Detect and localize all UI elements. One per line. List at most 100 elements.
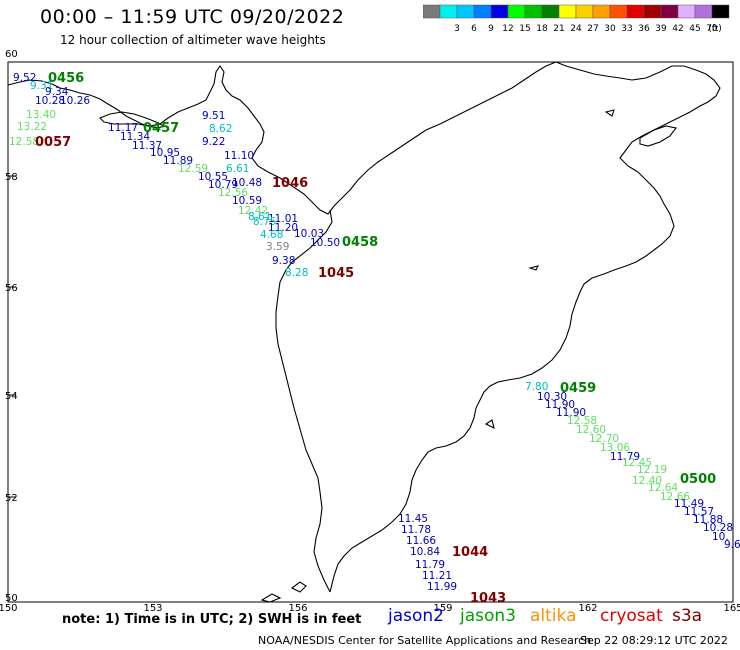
wave-height-label: 10.59	[232, 195, 262, 207]
wave-height-label: 10.79	[208, 179, 238, 191]
kamchatka-east-coast	[329, 61, 721, 593]
wave-height-label: 10.03	[294, 228, 324, 240]
wave-height-label: 9.38	[272, 255, 295, 267]
wave-height-label: 12.70	[589, 433, 619, 445]
wave-height-label: 13.22	[17, 121, 47, 133]
wave-height-label: 6.61	[226, 163, 249, 175]
latitude-label: 60	[5, 49, 18, 60]
map-frame	[7, 61, 734, 603]
wave-height-label: 11.79	[415, 559, 445, 571]
satellite-s3a: s3a	[672, 606, 703, 626]
latitude-label: 50	[5, 593, 18, 604]
scale-label: 36	[638, 24, 650, 34]
wave-height-label: 3.59	[266, 241, 289, 253]
wave-height-label: 12.64	[648, 482, 678, 494]
scale-label: 15	[519, 24, 530, 34]
wave-height-label: 11.88	[693, 514, 723, 526]
wave-height-label: 12.42	[238, 205, 268, 217]
scale-label: 12	[502, 24, 513, 34]
wave-height-label: 9.22	[202, 136, 225, 148]
scale-label: 45	[689, 24, 700, 34]
wave-height-label: 12.60	[576, 424, 606, 436]
wave-height-label: 11.66	[406, 535, 436, 547]
wave-height-label: 10.50	[310, 237, 340, 249]
pass-time-label: 0458	[342, 235, 378, 250]
latitude-label: 52	[5, 493, 18, 504]
scale-unit-label: (ft)	[708, 24, 722, 34]
wave-height-label: 8.75	[253, 216, 276, 228]
latitude-label: 58	[5, 172, 18, 183]
wave-height-label: 12.58	[567, 415, 597, 427]
wave-height-label: 10.28	[703, 522, 733, 534]
scale-label: 24	[570, 24, 582, 34]
wave-height-label: 11.17	[108, 122, 138, 134]
wave-height-label: 11.34	[120, 131, 150, 143]
wave-height-label: 10.	[712, 531, 729, 543]
scale-label: 6	[471, 24, 477, 34]
scale-label: 3	[454, 24, 460, 34]
longitude-label: 162	[578, 603, 597, 614]
islet-1	[528, 265, 540, 271]
page-title: 00:00 – 11:59 UTC 09/20/2022	[40, 6, 345, 28]
wave-height-label: 9.52	[13, 72, 36, 84]
wave-height-label: 8.28	[285, 267, 308, 279]
longitude-label: 153	[143, 603, 162, 614]
wave-height-label: 10.26	[60, 95, 90, 107]
wave-height-label: 13.40	[26, 109, 56, 121]
pass-time-label: 0456	[48, 71, 84, 86]
page-subtitle: 12 hour collection of altimeter wave hei…	[60, 33, 326, 47]
wave-height-label: 11.20	[268, 222, 298, 234]
north-coastline	[7, 61, 557, 215]
pass-time-label: 1046	[272, 176, 308, 191]
wave-height-label: 11.89	[163, 155, 193, 167]
satellite-cryosat: cryosat	[600, 606, 663, 626]
wave-height-label: 8.62	[209, 123, 232, 135]
wave-height-label: 4.68	[260, 229, 283, 241]
wave-height-label: 9.51	[202, 110, 225, 122]
longitude-label: 156	[288, 603, 307, 614]
scale-swatch	[711, 4, 730, 19]
latitude-label: 54	[5, 391, 18, 402]
wave-height-label: 12.66	[660, 491, 690, 503]
color-scale-legend: 3 6 9 12 15 18 21 24 27 30 33 36 39 42 45 70(ft)	[423, 4, 730, 34]
wave-height-label: 11.90	[556, 407, 586, 419]
pass-time-label: 0457	[143, 121, 179, 136]
wave-height-label: 10.84	[410, 546, 440, 558]
footer-timestamp: Sep 22 08:29:12 UTC 2022	[580, 634, 728, 647]
pass-time-labels: 0456 0057 0457 1046 0458 1045 0459 0500 1044 1043	[35, 71, 716, 606]
scale-label: 70	[706, 24, 718, 34]
pass-time-label: 0459	[560, 381, 596, 396]
pass-time-label: 1043	[470, 591, 506, 606]
wave-height-label: 9.31	[30, 80, 53, 92]
wave-height-label: 10.48	[232, 177, 262, 189]
longitude-label: 165	[723, 603, 740, 614]
wave-height-label: 9.34	[45, 86, 69, 98]
scale-label: 21	[553, 24, 564, 34]
islet-2	[484, 419, 495, 430]
footer-credit: NOAA/NESDIS Center for Satellite Applica…	[258, 634, 592, 647]
wave-height-label: 9.65	[724, 539, 740, 551]
satellite-altika: altika	[530, 606, 577, 626]
longitude-labels: 150 153 156 159 162 165	[0, 603, 740, 614]
wave-height-label: 11.37	[132, 140, 162, 152]
wave-height-label: 12.58	[9, 136, 39, 148]
wave-height-label: 13.06	[600, 442, 630, 454]
wave-height-label: 11.79	[610, 451, 640, 463]
wave-height-label: 11.01	[268, 213, 298, 225]
latitude-label: 56	[5, 283, 18, 294]
footer-note: note: 1) Time is in UTC; 2) SWH is in fe…	[62, 612, 362, 627]
scale-label: 39	[655, 24, 667, 34]
wave-height-label: 8.61	[248, 211, 271, 223]
wave-height-label: 11.49	[674, 498, 704, 510]
wave-height-labels: 9.529.319.3410.2810.2613.4013.2212.5811.…	[9, 72, 740, 593]
longitude-label: 159	[433, 603, 452, 614]
kamchatka-west-coast	[275, 209, 333, 593]
scale-label: 18	[536, 24, 548, 34]
satellite-jason2: jason2	[388, 606, 444, 626]
karaginsky-island	[639, 125, 677, 147]
wave-height-label: 11.78	[401, 524, 431, 536]
wave-height-label: 11.45	[398, 513, 428, 525]
wave-height-label: 11.90	[545, 399, 575, 411]
